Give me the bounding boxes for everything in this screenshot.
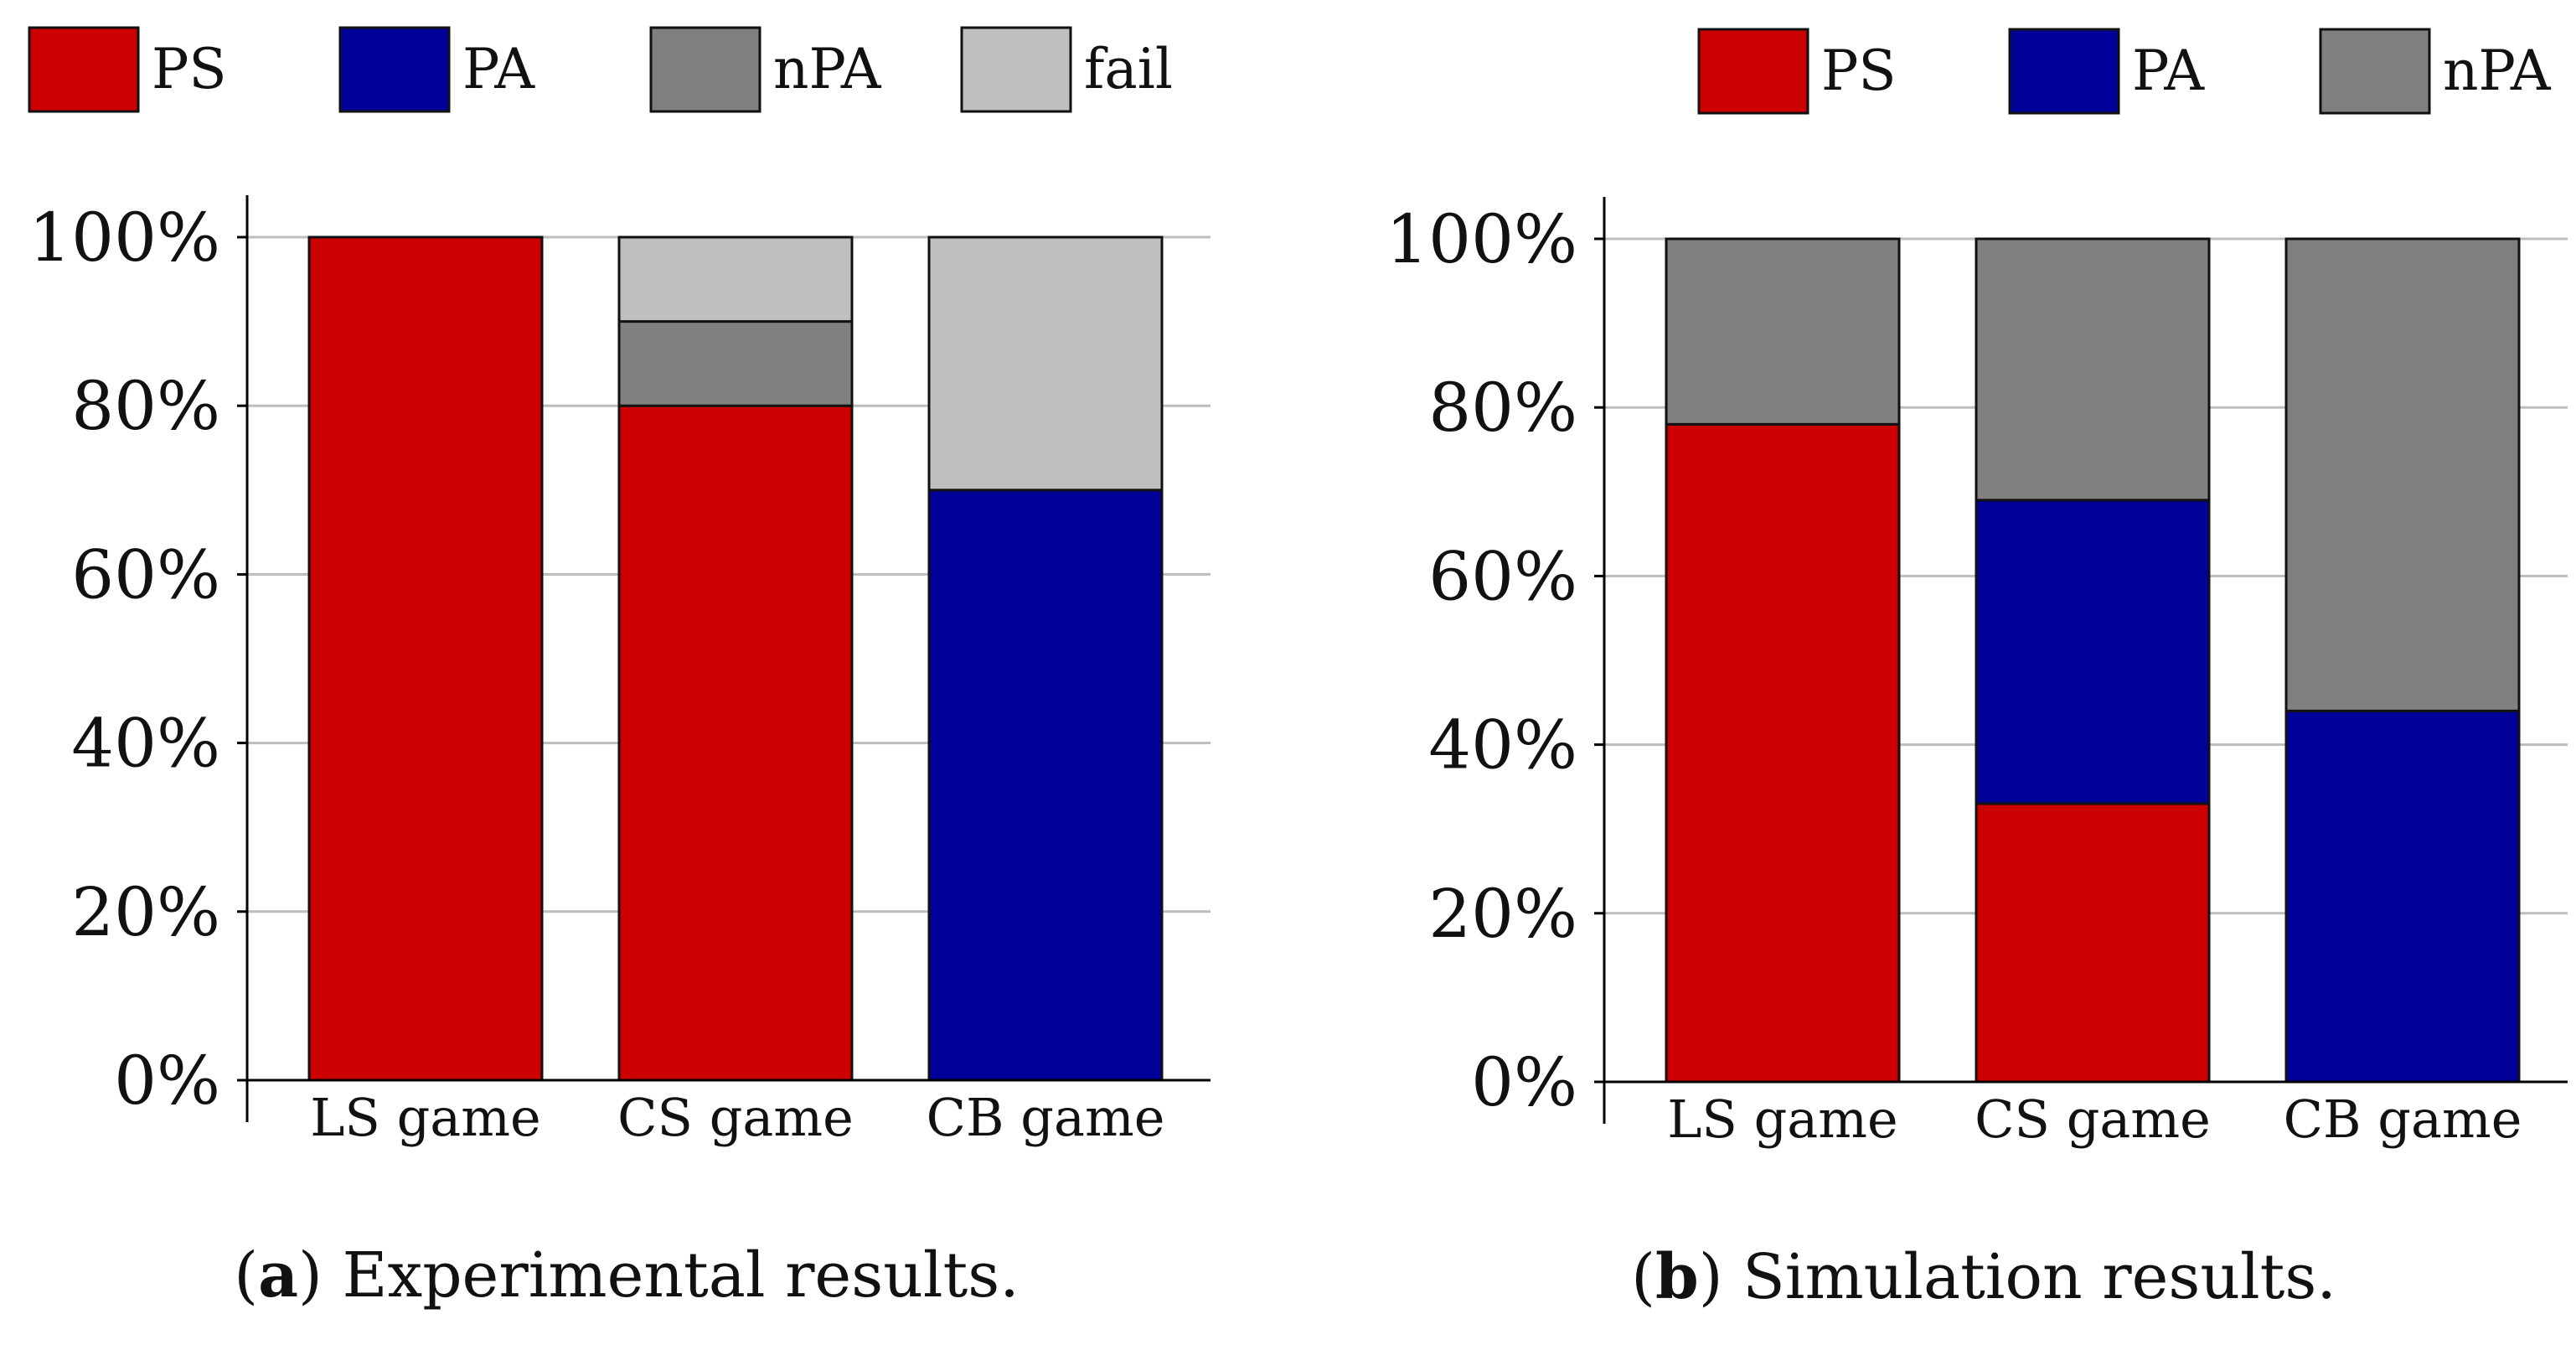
panel-caption: (b) Simulation results. (1631, 1241, 2336, 1313)
y-tick-label: 100% (28, 199, 220, 277)
bar-nPA-CS-game (617, 320, 854, 407)
y-tick-label: 60% (71, 535, 220, 613)
legend-label: PA (2132, 39, 2205, 103)
legend-item-PA: PA (2008, 28, 2205, 115)
bar-PA-CB-game (927, 489, 1164, 1082)
legend-item-PA: PA (338, 26, 535, 113)
bar-PA-CB-game (2284, 709, 2521, 1084)
x-tick-label: CB game (927, 1087, 1165, 1148)
bar-PS-CS-game (1975, 802, 2211, 1084)
bar-fail-CS-game (617, 235, 854, 323)
x-tick-label: LS game (1667, 1089, 1898, 1150)
legend-swatch (649, 26, 761, 113)
panel-caption: (a) Experimental results. (234, 1239, 1020, 1311)
y-tick-label: 20% (71, 873, 220, 951)
legend-label: PS (1821, 39, 1897, 103)
legend-label: PA (462, 37, 535, 101)
bar-PA-CS-game (1975, 499, 2211, 805)
legend-item-fail: fail (960, 26, 1173, 113)
legend-label: PS (152, 37, 227, 101)
bar-nPA-CS-game (1975, 237, 2211, 502)
x-tick-label: CS game (617, 1087, 854, 1148)
bar-PS-CS-game (617, 404, 854, 1082)
legend-swatch (960, 26, 1072, 113)
legend-item-PS: PS (28, 26, 227, 113)
y-tick-label: 60% (1428, 537, 1577, 615)
legend-swatch (338, 26, 451, 113)
legend-swatch (2008, 28, 2120, 115)
y-tick-label: 20% (1428, 875, 1577, 953)
y-tick-label: 0% (1471, 1043, 1577, 1121)
y-tick-label: 80% (1428, 369, 1577, 447)
legend-label: nPA (2443, 39, 2552, 103)
legend-swatch (1697, 28, 1809, 115)
legend-item-nPA: nPA (649, 26, 882, 113)
y-tick-label: 0% (114, 1042, 220, 1120)
x-tick-label: CS game (1975, 1089, 2211, 1150)
panel-a: 0% 20% 40% 60% 80% 100% LS game CS game CB game P… (28, 26, 1211, 1311)
legend-label: nPA (773, 37, 882, 101)
x-tick-label: CB game (2284, 1089, 2522, 1150)
y-tick-label: 40% (1428, 706, 1577, 784)
bar-nPA-LS-game (1665, 237, 1901, 426)
y-tick-label: 80% (71, 367, 220, 445)
legend-swatch (2319, 28, 2431, 115)
legend-item-PS: PS (1697, 28, 1897, 115)
legend-swatch (28, 26, 140, 113)
bar-PS-LS-game (307, 235, 544, 1082)
bar-PS-LS-game (1665, 422, 1901, 1084)
y-tick-label: 40% (71, 705, 220, 783)
y-tick-label: 100% (1386, 200, 1577, 278)
panel-b: 0% 20% 40% 60% 80% 100% LS game CS game CB game P… (1386, 28, 2568, 1313)
legend-item-nPA: nPA (2319, 28, 2552, 115)
legend-label: fail (1084, 37, 1173, 101)
bar-nPA-CB-game (2284, 237, 2521, 712)
x-tick-label: LS game (310, 1087, 541, 1148)
bar-fail-CB-game (927, 235, 1164, 492)
